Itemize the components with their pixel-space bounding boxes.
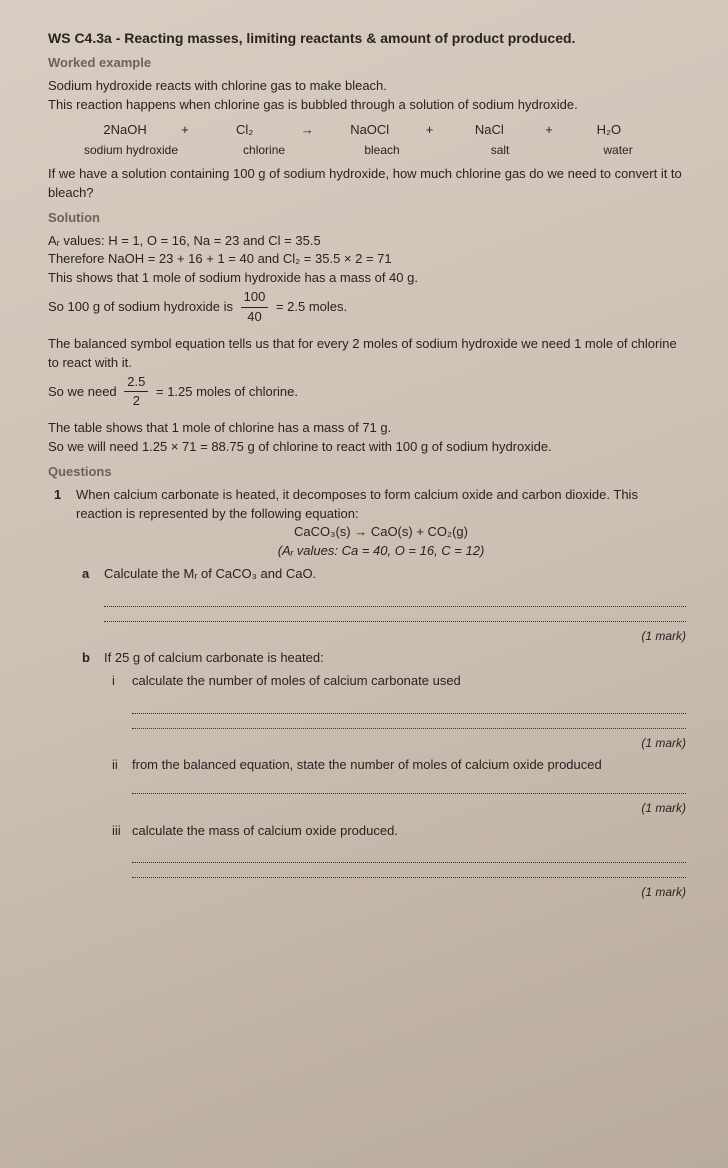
- problem-prompt: If we have a solution containing 100 g o…: [48, 165, 686, 203]
- page-title: WS C4.3a - Reacting masses, limiting rea…: [48, 28, 686, 48]
- eq-term: H₂O: [577, 121, 641, 140]
- solution-line: So 100 g of sodium hydroxide is 100 40 =…: [48, 288, 686, 327]
- eq-term: NaCl: [457, 121, 521, 140]
- fraction: 2.5 2: [124, 373, 148, 412]
- answer-line: [132, 728, 686, 729]
- eq-word: water: [586, 142, 650, 159]
- solution-line: So we need 2.5 2 = 1.25 moles of chlorin…: [48, 373, 686, 412]
- eq-op: +: [545, 121, 553, 140]
- qa-text: Calculate the Mᵣ of CaCO₃ and CaO.: [104, 565, 686, 584]
- solution-line: This shows that 1 mole of sodium hydroxi…: [48, 269, 686, 288]
- qbii-text: from the balanced equation, state the nu…: [132, 756, 686, 775]
- equation-words: sodium hydroxide chlorine bleach salt wa…: [48, 142, 686, 159]
- qa-marker: a: [82, 565, 89, 584]
- question-1a: a Calculate the Mᵣ of CaCO₃ and CaO. (1 …: [104, 565, 686, 645]
- worked-example-label: Worked example: [48, 54, 686, 73]
- qbii-marker: ii: [112, 756, 118, 775]
- answer-line: [132, 862, 686, 863]
- question-1b-ii: ii from the balanced equation, state the…: [132, 756, 686, 817]
- q1-text: When calcium carbonate is heated, it dec…: [76, 486, 686, 524]
- qbi-marker: i: [112, 672, 115, 691]
- eq-word: salt: [468, 142, 532, 159]
- question-1b: b If 25 g of calcium carbonate is heated…: [104, 649, 686, 902]
- answer-line: [104, 621, 686, 622]
- eq-word: sodium hydroxide: [84, 142, 178, 159]
- solution-line: The balanced symbol equation tells us th…: [48, 335, 686, 373]
- mark-allocation: (1 mark): [132, 884, 686, 901]
- qb-marker: b: [82, 649, 90, 668]
- q1-marker: 1: [54, 486, 61, 505]
- intro-line-1: Sodium hydroxide reacts with chlorine ga…: [48, 77, 686, 96]
- equation-symbols: 2NaOH + Cl₂ → NaOCl + NaCl + H₂O: [48, 121, 686, 140]
- solution-line: Aᵣ values: H = 1, O = 16, Na = 23 and Cl…: [48, 232, 686, 251]
- eq-term: NaOCl: [338, 121, 402, 140]
- solution-line: Therefore NaOH = 23 + 16 + 1 = 40 and Cl…: [48, 250, 686, 269]
- solution-label: Solution: [48, 209, 686, 228]
- mark-allocation: (1 mark): [132, 800, 686, 817]
- qbiii-text: calculate the mass of calcium oxide prod…: [132, 822, 686, 841]
- eq-op: +: [181, 121, 189, 140]
- eq-word: chlorine: [232, 142, 296, 159]
- eq-term: 2NaOH: [93, 121, 157, 140]
- answer-line: [132, 877, 686, 878]
- fraction: 100 40: [241, 288, 269, 327]
- q1-ar-values: (Aᵣ values: Ca = 40, O = 16, C = 12): [76, 542, 686, 561]
- question-1b-iii: iii calculate the mass of calcium oxide …: [132, 822, 686, 902]
- qbi-text: calculate the number of moles of calcium…: [132, 672, 686, 691]
- answer-line: [132, 713, 686, 714]
- solution-line: The table shows that 1 mole of chlorine …: [48, 419, 686, 438]
- questions-label: Questions: [48, 463, 686, 482]
- solution-line: So we will need 1.25 × 71 = 88.75 g of c…: [48, 438, 686, 457]
- eq-term: Cl₂: [213, 121, 277, 140]
- worksheet-page: WS C4.3a - Reacting masses, limiting rea…: [0, 0, 728, 1168]
- intro-line-2: This reaction happens when chlorine gas …: [48, 96, 686, 115]
- qb-text: If 25 g of calcium carbonate is heated:: [104, 649, 686, 668]
- eq-op: →: [301, 121, 314, 140]
- answer-line: [104, 606, 686, 607]
- q1-equation: CaCO₃(s) → CaO(s) + CO₂(g): [76, 523, 686, 542]
- question-1b-i: i calculate the number of moles of calci…: [132, 672, 686, 752]
- eq-word: bleach: [350, 142, 414, 159]
- answer-line: [132, 793, 686, 794]
- eq-op: +: [426, 121, 434, 140]
- mark-allocation: (1 mark): [132, 735, 686, 752]
- question-1: 1 When calcium carbonate is heated, it d…: [76, 486, 686, 902]
- qbiii-marker: iii: [112, 822, 121, 841]
- mark-allocation: (1 mark): [104, 628, 686, 645]
